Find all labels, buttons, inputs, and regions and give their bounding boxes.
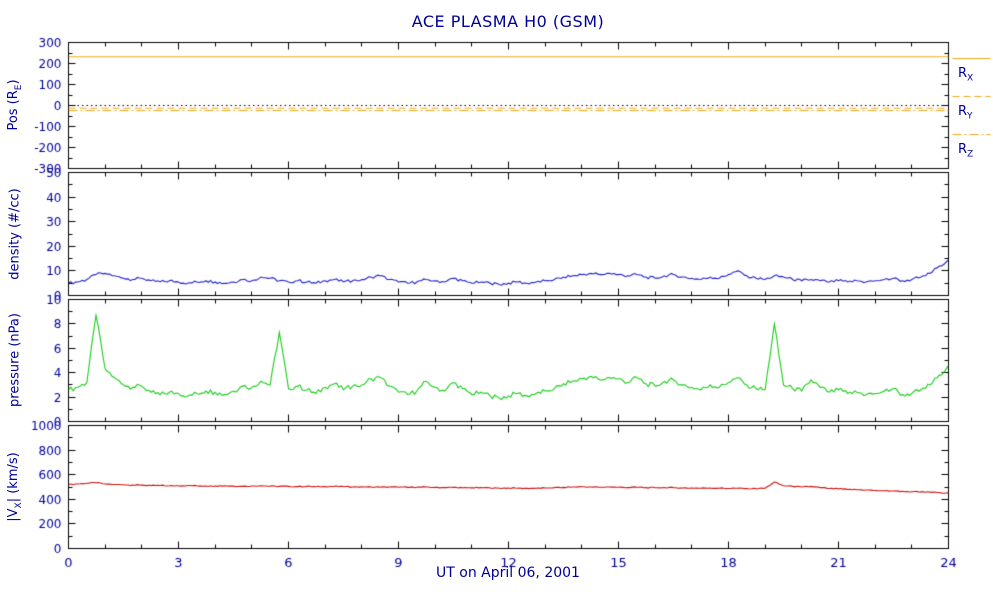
ylabel-pressure: pressure (nPa): [8, 313, 23, 407]
ylabel-position-post: ): [6, 79, 22, 85]
legend-rz-text: R: [958, 142, 968, 157]
ylabel-density: density (#/cc): [8, 188, 23, 280]
legend-rx-text: R: [958, 66, 968, 81]
legend-entry-rz: RZ: [958, 142, 973, 160]
legend-entry-ry: RY: [958, 104, 973, 122]
ylabel-velocity: |VX| (km/s): [6, 452, 24, 521]
ylabel-density-text: density (#/cc): [7, 188, 23, 280]
ylabel-pressure-text: pressure (nPa): [7, 313, 23, 407]
ylabel-position: Pos (RE): [6, 79, 24, 130]
legend-entry-rx: RX: [958, 66, 973, 84]
ylabel-velocity-text: |V: [6, 508, 22, 522]
legend-ry-sub: Y: [967, 111, 973, 122]
ylabel-velocity-sub: X: [13, 502, 24, 509]
xlabel: UT on April 06, 2001: [436, 565, 580, 581]
ylabel-position-text: Pos (R: [6, 90, 22, 131]
legend-rz-sub: Z: [967, 149, 974, 160]
ylabel-velocity-post: | (km/s): [6, 452, 22, 503]
legend-rx-sub: X: [967, 73, 974, 84]
chart-title: ACE PLASMA H0 (GSM): [411, 12, 605, 31]
legend-ry-text: R: [958, 104, 968, 119]
ylabel-position-sub: E: [13, 84, 24, 91]
